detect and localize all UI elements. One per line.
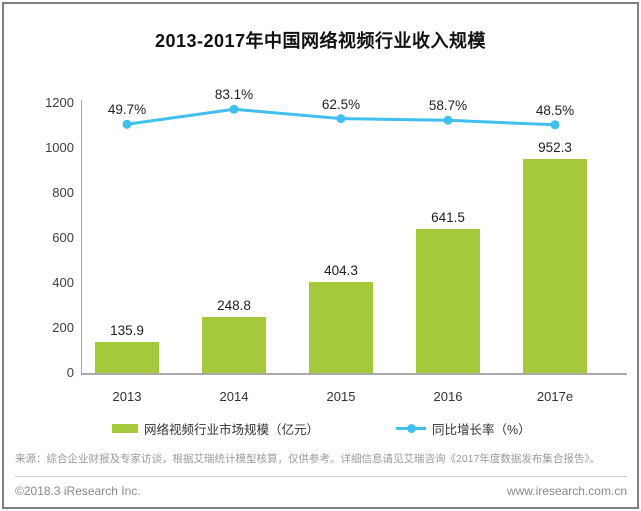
bar-value-label: 248.8 (217, 298, 251, 313)
x-axis-line (81, 373, 627, 375)
legend-bar-label: 网络视频行业市场规模（亿元） (144, 423, 320, 437)
growth-rate-label: 49.7% (107, 102, 147, 118)
line-point-2013 (122, 119, 132, 129)
website-url: www.iresearch.com.cn (506, 484, 627, 498)
source-note: 来源：综合企业财报及专家访谈，根据艾瑞统计模型核算，仅供参考。详细信息请见艾瑞咨… (15, 453, 601, 465)
bar-2013 (95, 342, 159, 373)
bar-value-label: 135.9 (110, 323, 144, 338)
bar-2014 (202, 317, 266, 373)
y-axis-tick-label: 800 (52, 185, 74, 200)
growth-rate-label: 48.5% (535, 102, 575, 118)
legend-item-line-series: 同比增长率（%） (396, 419, 531, 438)
line-series-marker-icon (396, 424, 426, 433)
line-series-dot-icon (407, 424, 416, 433)
line-point-2014 (229, 104, 239, 114)
bar-2017e (523, 159, 587, 373)
legend-item-bar-series: 网络视频行业市场规模（亿元） (112, 419, 319, 438)
x-axis-label-2017e: 2017e (536, 389, 574, 404)
growth-rate-label: 83.1% (214, 87, 254, 103)
y-axis-tick-label: 400 (52, 275, 74, 290)
growth-rate-label: 62.5% (321, 96, 361, 112)
bar-2016 (416, 229, 480, 373)
footer-divider (15, 476, 627, 477)
copyright-text: ©2018.3 iResearch Inc. (15, 484, 141, 498)
bar-series-swatch-icon (112, 424, 138, 433)
x-axis-label-2014: 2014 (219, 389, 249, 404)
legend: 网络视频行业市场规模（亿元） 同比增长率（%） (0, 419, 641, 439)
y-axis-tick-label: 1200 (45, 95, 74, 110)
y-axis-tick-label: 1000 (45, 140, 74, 155)
bar-2015 (309, 282, 373, 373)
y-axis-line (81, 100, 82, 374)
bar-value-label: 641.5 (431, 210, 465, 225)
growth-rate-label: 58.7% (428, 98, 468, 114)
line-point-2016 (443, 115, 453, 125)
chart-title: 2013-2017年中国网络视频行业收入规模 (154, 31, 487, 51)
y-axis-tick-label: 600 (52, 230, 74, 245)
line-point-2015 (336, 114, 346, 124)
bar-value-label: 952.3 (538, 140, 572, 155)
legend-line-label: 同比增长率（%） (432, 423, 531, 437)
line-point-2017e (550, 120, 560, 130)
x-axis-label-2015: 2015 (326, 389, 356, 404)
bar-value-label: 404.3 (324, 263, 358, 278)
x-axis-label-2013: 2013 (112, 389, 142, 404)
x-axis-label-2016: 2016 (433, 389, 463, 404)
y-axis-tick-label: 0 (66, 365, 74, 380)
y-axis-tick-label: 200 (52, 320, 74, 335)
